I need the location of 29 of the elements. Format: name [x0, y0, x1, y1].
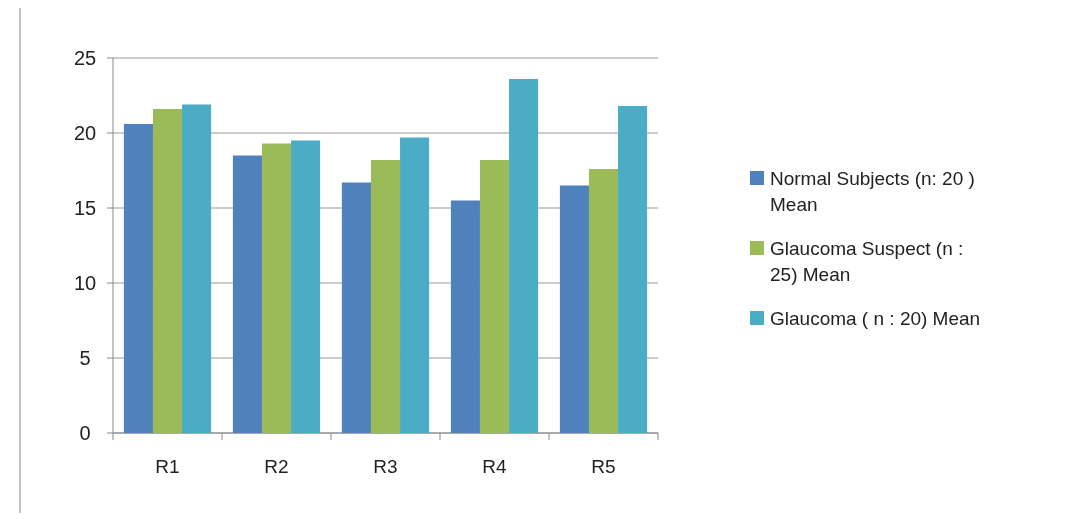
bar — [123, 124, 153, 433]
bar — [232, 155, 262, 433]
bar — [370, 160, 401, 433]
bar — [182, 104, 212, 433]
legend-label: Glaucoma ( n : 20) Mean — [770, 307, 981, 329]
bar — [291, 140, 321, 433]
bar — [618, 106, 648, 433]
bar — [450, 200, 480, 433]
x-tick-label: R1 — [155, 456, 180, 477]
x-tick-label: R3 — [373, 456, 398, 477]
y-tick-label: 10 — [73, 272, 97, 294]
bar — [261, 143, 292, 433]
y-tick-label: 5 — [79, 347, 91, 369]
bar — [588, 169, 619, 433]
x-tick-label: R2 — [264, 456, 289, 477]
y-tick-label: 25 — [73, 47, 97, 69]
bar — [479, 160, 510, 433]
y-tick-label: 20 — [73, 122, 97, 144]
y-tick-label: 0 — [79, 422, 91, 444]
bar — [509, 79, 539, 433]
legend-label: Glaucoma Suspect (n : 25) Mean — [770, 237, 964, 285]
x-tick-label: R4 — [482, 456, 508, 477]
bar — [559, 185, 589, 433]
y-tick-label: 15 — [73, 197, 97, 219]
bar — [152, 109, 183, 433]
bar — [400, 137, 430, 433]
legend-label: Normal Subjects (n: 20 ) Mean — [770, 167, 975, 215]
bar — [341, 182, 371, 433]
x-tick-label: R5 — [591, 456, 616, 477]
